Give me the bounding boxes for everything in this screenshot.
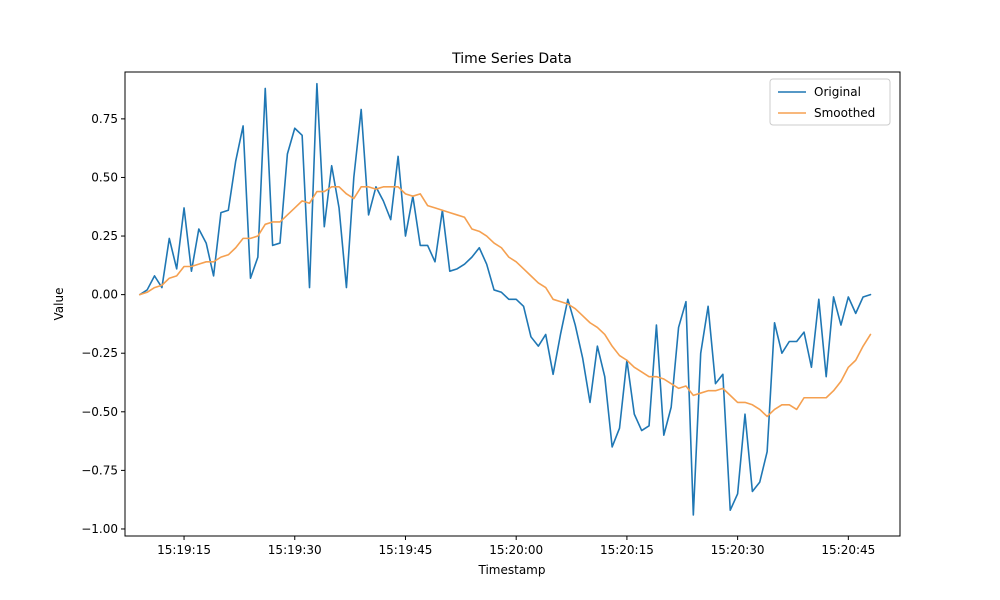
y-tick-label: 0.75 [91,112,118,126]
x-tick-label: 15:19:30 [268,543,322,557]
x-tick-label: 15:19:15 [157,543,211,557]
x-tick-label: 15:20:15 [600,543,654,557]
x-axis-title: Timestamp [478,563,546,577]
y-tick-label: −0.75 [81,463,118,477]
legend-label-smoothed: Smoothed [814,106,875,120]
x-axis-ticks: 15:19:15 15:19:30 15:19:45 15:20:00 15:20:15… [157,536,875,557]
series-line-smoothed [138,186,872,418]
y-tick-label: 0.50 [91,170,118,184]
y-tick-label: −0.25 [81,346,118,360]
chart-title: Time Series Data [451,51,572,67]
legend-label-original: Original [814,85,861,99]
y-tick-label: −1.00 [81,522,118,536]
y-axis-title: Value [52,288,66,321]
legend: Original Smoothed [769,78,891,126]
y-tick-label: 0.25 [91,229,118,243]
x-tick-label: 15:19:45 [379,543,433,557]
x-tick-label: 15:20:00 [489,543,543,557]
series-line-original [138,82,872,516]
x-tick-label: 15:20:30 [711,543,765,557]
y-tick-label: 0.00 [91,288,118,302]
plot-lines [138,82,872,516]
y-tick-label: −0.50 [81,405,118,419]
y-axis-ticks: −1.00 −0.75 −0.50 −0.25 0.00 0.25 0.50 0.75 [81,112,125,536]
x-tick-label: 15:20:45 [821,543,875,557]
plot-frame [124,71,901,537]
